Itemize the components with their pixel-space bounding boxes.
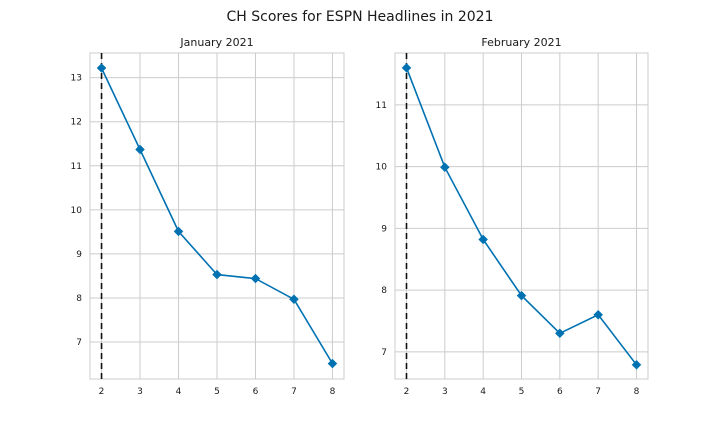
x-tick-label: 6: [253, 387, 259, 397]
y-tick-label: 11: [376, 101, 387, 111]
x-tick-label: 4: [176, 387, 182, 397]
y-tick-label: 10: [71, 206, 83, 216]
data-point: [478, 234, 489, 245]
y-tick-label: 12: [71, 118, 82, 128]
y-tick-label: 8: [76, 294, 82, 304]
panel-january: 2 3 4 5 6 7 8 7 8 9 10 11 12 13 January 2021: [71, 36, 345, 397]
data-point: [173, 226, 184, 237]
data-point: [327, 358, 338, 369]
plot-frame-february: [394, 52, 649, 380]
data-point: [401, 62, 412, 73]
y-tick-label: 9: [381, 224, 387, 234]
x-tick-label: 7: [291, 387, 297, 397]
data-point: [439, 162, 450, 173]
x-tick-label: 5: [214, 387, 220, 397]
x-tick-label: 5: [519, 387, 525, 397]
y-tick-label: 10: [376, 163, 388, 173]
panel-february: 2 3 4 5 6 7 8 7 8 9 10 11 February 2021: [376, 36, 649, 397]
data-point: [135, 144, 145, 155]
x-tick-label: 8: [330, 387, 336, 397]
data-point: [289, 294, 299, 305]
y-tick-label: 9: [76, 250, 82, 260]
figure-title: CH Scores for ESPN Headlines in 2021: [227, 9, 494, 25]
data-point: [212, 269, 222, 280]
x-tick-label: 8: [634, 387, 640, 397]
panel-title-february: February 2021: [481, 36, 561, 49]
y-tick-label: 13: [71, 74, 82, 84]
y-tick-label: 7: [381, 348, 387, 358]
y-tick-label: 7: [76, 338, 82, 348]
x-tick-label: 2: [404, 387, 410, 397]
data-point: [250, 273, 261, 284]
x-tick-label: 7: [595, 387, 601, 397]
plot-frame-january: [89, 52, 345, 380]
data-point: [593, 309, 604, 320]
data-point: [554, 328, 565, 339]
x-tick-label: 6: [557, 387, 563, 397]
data-point: [516, 290, 527, 301]
data-point: [96, 63, 107, 73]
data-point: [631, 359, 642, 370]
x-tick-label: 4: [480, 387, 486, 397]
x-tick-label: 2: [99, 387, 105, 397]
panel-title-january: January 2021: [179, 36, 253, 49]
x-tick-label: 3: [137, 387, 143, 397]
y-tick-label: 11: [71, 162, 82, 172]
y-tick-label: 8: [381, 286, 387, 296]
x-tick-label: 3: [442, 387, 448, 397]
